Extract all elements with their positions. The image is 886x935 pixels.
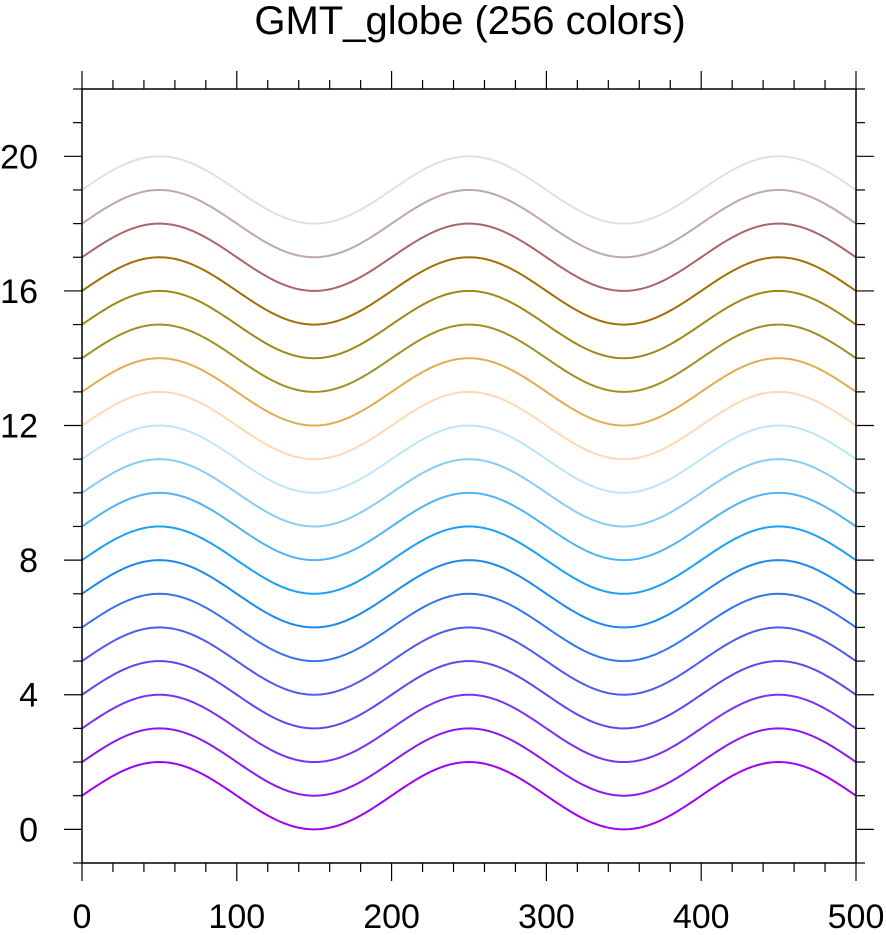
series-line-13	[81, 357, 857, 427]
series-line-3	[81, 693, 857, 764]
series-line-5	[81, 626, 857, 696]
x-tick-label: 300	[518, 898, 575, 935]
x-tick-label: 400	[673, 898, 730, 935]
series-line-16	[81, 256, 857, 326]
series-line-2	[81, 727, 857, 797]
x-tick-label: 0	[73, 898, 92, 935]
series-line-18	[81, 188, 857, 259]
tick-labels: 0 100 200 300 400 500 0 4 8 12 16 20	[0, 138, 884, 935]
x-tick-label: 200	[363, 898, 420, 935]
series-line-8	[81, 525, 857, 595]
y-tick-label: 8	[19, 542, 38, 580]
x-tick-label: 100	[208, 898, 265, 935]
series-line-19	[81, 155, 857, 225]
curves	[81, 155, 857, 831]
series-line-15	[81, 289, 857, 360]
y-tick-label: 4	[19, 677, 38, 715]
x-tick-label: 500	[828, 898, 885, 935]
series-line-10	[81, 458, 857, 528]
series-line-12	[81, 390, 857, 461]
series-line-9	[81, 491, 857, 562]
series-line-1	[81, 761, 857, 831]
y-tick-label: 0	[19, 811, 38, 849]
series-line-6	[81, 592, 857, 663]
chart-title: GMT_globe (256 colors)	[254, 0, 685, 43]
plot-frame	[81, 88, 857, 864]
axis-ticks	[64, 71, 874, 881]
y-tick-label: 20	[0, 138, 38, 176]
series-line-11	[81, 424, 857, 494]
series-line-17	[81, 222, 857, 292]
series-line-4	[81, 660, 857, 730]
series-line-14	[81, 323, 857, 393]
y-tick-label: 12	[0, 408, 38, 446]
series-line-7	[81, 559, 857, 629]
y-tick-label: 16	[0, 273, 38, 311]
